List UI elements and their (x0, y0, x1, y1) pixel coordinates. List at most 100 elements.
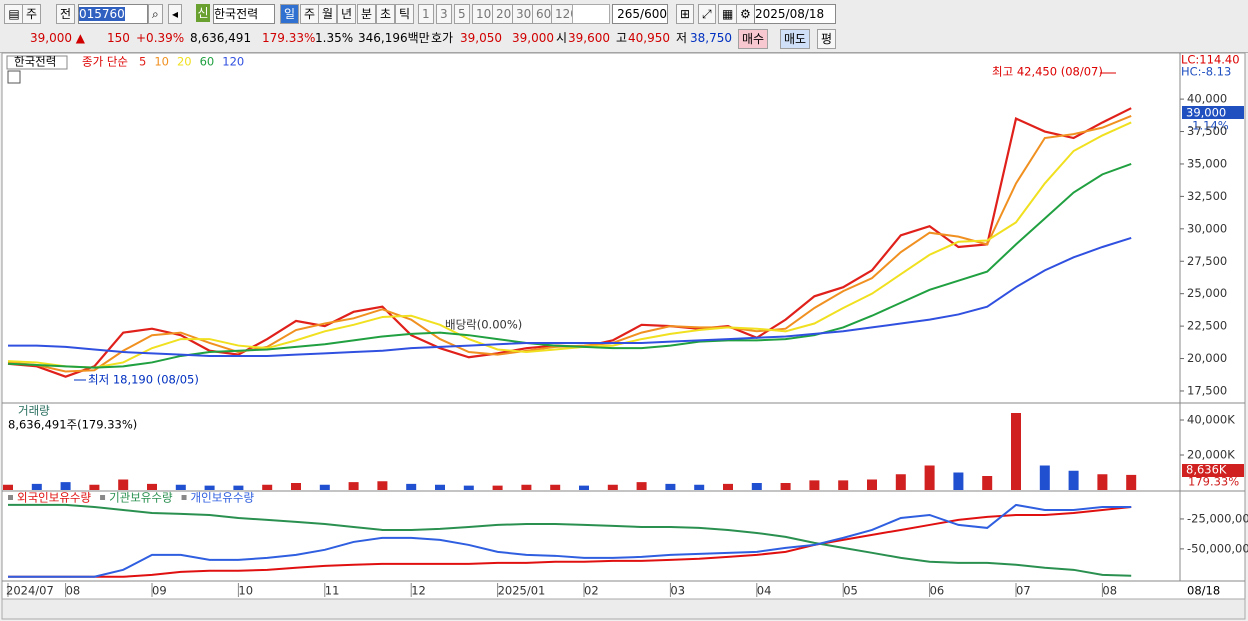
x-tick-label: 02 (584, 584, 599, 598)
volume-bar (3, 484, 13, 490)
period-button[interactable]: 월 (318, 4, 338, 24)
search-button[interactable]: ⌕ (148, 4, 163, 24)
high: 40,950 (628, 31, 670, 45)
volume-bar (377, 481, 388, 490)
y-tick-label: 20,000 (1187, 351, 1227, 365)
x-tick-label: 12 (411, 584, 426, 598)
y-tick-label: 17,500 (1187, 383, 1227, 397)
legend-item: 외국인보유수량 (17, 491, 91, 505)
new-badge: 신 (196, 4, 210, 22)
count: 265 (617, 7, 641, 21)
market-button[interactable]: 주 (22, 4, 42, 24)
legend-item: 개인보유수량 (191, 491, 255, 505)
period-button[interactable]: 틱 (395, 4, 415, 24)
dividend-annotation: 배당락(0.00%) (445, 318, 522, 332)
period-button[interactable]: 년 (337, 4, 357, 24)
legend-marker (181, 495, 187, 500)
count-box[interactable]: 265/600 (612, 4, 668, 24)
code-input[interactable]: 015760 (78, 4, 148, 24)
x-tick-label: 08 (66, 584, 81, 598)
period-button[interactable]: 일 (280, 4, 300, 24)
scrollbar[interactable] (1, 598, 1246, 620)
high-label: 고 (616, 31, 628, 45)
x-tick-label: 06 (930, 584, 945, 598)
volume-bar (723, 483, 733, 490)
volume-subtitle: 8,636,491주(179.33%) (8, 418, 137, 432)
last-price: 39,000 (1186, 106, 1226, 120)
volume-bar (1068, 470, 1079, 490)
prev-button[interactable]: 전 (56, 4, 76, 24)
interval-button[interactable]: 20 (492, 4, 516, 24)
tool-button[interactable]: ⊞ (676, 4, 695, 24)
open-label: 시 (556, 31, 568, 45)
volume-bar (435, 484, 445, 490)
volume-bar (982, 476, 993, 490)
volume-bar (319, 484, 330, 490)
y-tick-label: 32,500 (1187, 189, 1227, 203)
x-tick-label: 04 (757, 584, 772, 598)
interval-button[interactable]: 1 (418, 4, 434, 24)
y-tick-label: 35,000 (1187, 156, 1227, 170)
y-tick-label: -25,000,000 (1187, 511, 1248, 525)
volume-bar (838, 480, 849, 490)
bid: 39,000 (512, 31, 554, 45)
volume-ratio: 179.33% (262, 31, 316, 45)
volume-bar (579, 485, 589, 490)
sell-button[interactable]: 매도 (780, 29, 811, 49)
x-tick-label: 10 (238, 584, 253, 598)
legend-item: 기관보유수량 (109, 491, 173, 505)
menu-button[interactable]: ▤ (4, 4, 24, 24)
table-icon[interactable] (7, 70, 21, 84)
settings-button[interactable]: ⚙ (736, 4, 755, 24)
legend-item: 10 (154, 55, 169, 69)
volume-bar (521, 484, 532, 490)
interval-button[interactable]: 30 (512, 4, 536, 24)
volume-bar (175, 484, 186, 490)
volume-bar (809, 480, 820, 490)
turnover: 1.35% (315, 31, 354, 45)
sound-button[interactable]: ◂ (168, 4, 183, 24)
x-tick-label: 07 (1016, 584, 1031, 598)
volume-bar (780, 483, 791, 490)
label-box (6, 55, 68, 70)
y-tick-label: 30,000 (1187, 221, 1227, 235)
tool-button[interactable]: ⤢ (698, 4, 716, 24)
period-button[interactable]: 주 (300, 4, 320, 24)
legend-item: 20 (177, 55, 192, 69)
volume-bar (406, 483, 417, 490)
legend-item: 120 (222, 55, 244, 69)
volume-bar (867, 479, 877, 490)
volume-bar (262, 484, 273, 490)
volume-bar (751, 483, 762, 490)
y-tick-label: 27,500 (1187, 254, 1227, 268)
volume-bar (204, 485, 215, 490)
volume-bar (118, 479, 129, 490)
x-tick-label: 03 (670, 584, 685, 598)
period-button[interactable]: 분 (357, 4, 377, 24)
volume-tag (1182, 464, 1244, 477)
buy-button[interactable]: 매수 (738, 29, 769, 49)
y-tick-label: 40,000K (1187, 413, 1235, 427)
chart: 한국전력 종가 단순 LC:114.40 HC:-8.13 39,000 -1.… (1, 52, 1248, 620)
date-box[interactable]: 2025/08/18 (754, 4, 836, 24)
tool-button[interactable]: ▦ (718, 4, 738, 24)
avg-button[interactable]: 평 (817, 29, 837, 49)
ask: 39,050 (460, 31, 502, 45)
legend-marker (100, 495, 106, 500)
interval-button[interactable]: 3 (436, 4, 452, 24)
interval-select[interactable] (572, 4, 610, 24)
hc-label: HC:-8.13 (1181, 65, 1231, 79)
series-line (8, 503, 1132, 578)
volume-bar (665, 483, 676, 490)
low: 38,750 (690, 31, 732, 45)
volume-bar (895, 474, 906, 490)
low-annotation: 최저 18,190 (08/05) (88, 373, 199, 387)
interval-button[interactable]: 5 (454, 4, 470, 24)
volume-bar (924, 465, 935, 490)
y-tick-label: -50,000,000 (1187, 541, 1248, 555)
last-change: -1.14% (1188, 119, 1229, 133)
volume-bar (550, 484, 561, 490)
x-tick-label: 09 (152, 584, 167, 598)
period-button[interactable]: 초 (376, 4, 396, 24)
